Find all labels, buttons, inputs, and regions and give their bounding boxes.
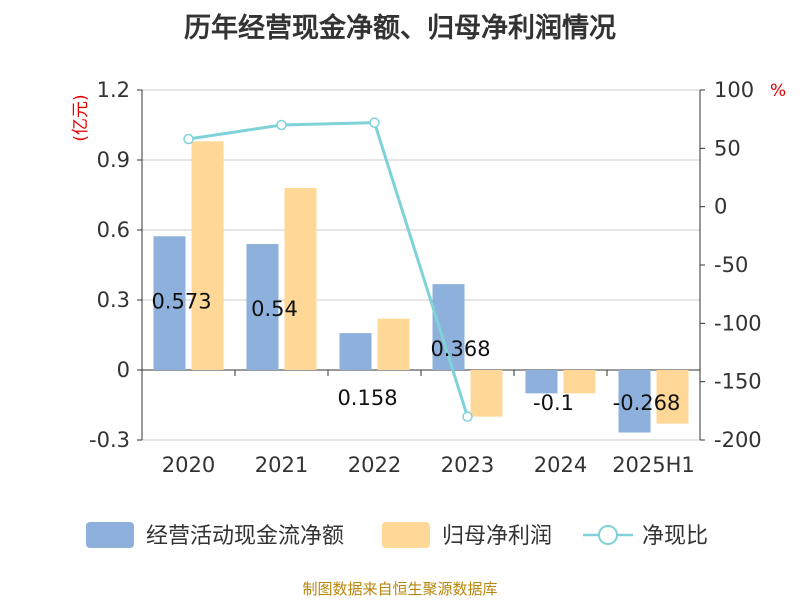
left-tick-label: -0.3 [89,428,130,452]
line-point-net-cash-ratio [276,119,287,131]
line-point-net-cash-ratio [462,411,473,422]
legend-swatch-net-profit [382,522,430,548]
right-tick-label: -150 [714,370,762,394]
left-tick-label: 1.2 [97,78,130,102]
bar-operating-cf [339,333,372,370]
bar-operating-cf [525,370,558,394]
bar-layer [153,141,689,433]
line-point-net-cash-ratio [369,117,380,128]
legend-label-operating-cf: 经营活动现金流净额 [146,524,344,549]
right-axis-unit: % [770,81,786,101]
legend: 经营活动现金流净额 归母净利润 净现比 [86,522,708,549]
line-layer [183,117,473,422]
right-tick-label: 0 [714,195,727,219]
x-tick-label: 2024 [534,453,587,477]
right-tick-label: 50 [714,136,741,160]
source-note: 制图数据来自恒生聚源数据库 [302,580,498,598]
bar-net-profit [470,370,503,417]
data-label-operating-cf: 0.368 [430,337,490,361]
right-tick-label: -200 [714,428,762,452]
x-tick-label: 2022 [348,453,401,477]
data-label-operating-cf: 0.54 [251,297,298,321]
chart-title: 历年经营现金净额、归母净利润情况 [184,13,616,44]
data-label-operating-cf: 0.158 [337,386,397,410]
data-label-operating-cf: 0.573 [151,289,211,313]
left-axis-unit: (亿元) [71,94,91,141]
left-tick-label: 0.9 [97,148,130,172]
line-point-net-cash-ratio [183,133,194,145]
legend-label-net-cash-ratio: 净现比 [642,524,708,549]
x-tick-label: 2021 [255,453,308,477]
line-net-cash-ratio [188,121,469,418]
data-label-operating-cf: -0.1 [533,391,574,415]
left-tick-label: 0 [117,358,130,382]
x-tick-label: 2020 [162,453,215,477]
bar-net-profit [377,318,410,370]
grid-layer [142,89,700,441]
axis-layer: 1.2 0.9 0.6 0.3 0 -0.3 100 50 0 -50 -100 -150 -200 (亿… [71,78,786,477]
legend-label-net-profit: 归母净利润 [442,524,552,549]
bar-operating-cf [618,370,651,433]
right-tick-label: -100 [714,311,762,335]
right-tick-label: -50 [714,253,748,277]
legend-marker-net-cash-ratio [598,525,618,545]
legend-swatch-operating-cf [86,522,134,548]
label-layer: 0.573 0.54 0.158 0.368 -0.1 -0.268 [151,289,680,415]
bar-operating-cf [153,236,186,370]
left-tick-label: 0.6 [97,218,130,242]
right-tick-label: 100 [714,78,754,102]
bar-net-profit [656,370,689,424]
data-label-operating-cf: -0.268 [613,391,681,415]
bar-net-profit [563,370,596,394]
bar-operating-cf [246,244,279,370]
left-tick-label: 0.3 [97,288,130,312]
bar-net-profit [284,188,317,370]
x-tick-label: 2023 [441,453,494,477]
x-tick-label: 2025H1 [612,453,695,477]
bar-net-profit [191,141,224,370]
